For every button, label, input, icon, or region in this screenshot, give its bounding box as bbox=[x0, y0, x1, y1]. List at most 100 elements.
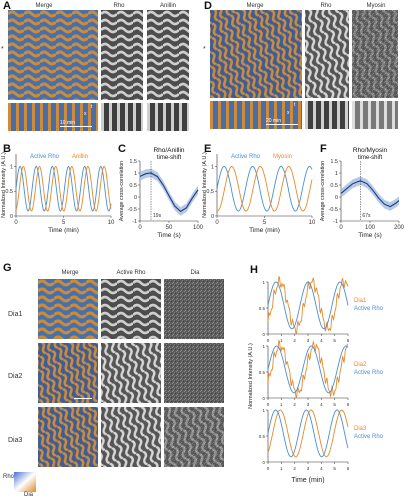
panel-d-scale-bar bbox=[266, 124, 298, 125]
chartH-sub1-y-tick-label: 0 bbox=[262, 396, 265, 401]
chartC-y-tick-label: 0.5 bbox=[129, 183, 137, 189]
panel-letter-h: H bbox=[250, 264, 258, 276]
chartH-sub0-x-tick-label: 2 bbox=[293, 338, 296, 343]
panel-a-col-rho: Rho bbox=[113, 3, 125, 9]
panel-a-scale-label: 10 min bbox=[60, 120, 76, 126]
chartH-sub1-y-tick-label: 1 bbox=[262, 344, 265, 349]
chartH-sub1-x-tick-label: 0 bbox=[267, 402, 270, 407]
chartH-sub0-legend-1: Active Rho bbox=[354, 306, 384, 312]
chartC-subtitle: time-shift bbox=[157, 155, 182, 161]
chartC-y-tick-label: 1 bbox=[134, 171, 137, 177]
chart-b-intensity: 0 5 10 0 0.5 1 Active Rho Anillin Time (min) Norm… bbox=[1, 152, 115, 234]
chartH-ylabel: Normalized Intensity (A.U.) bbox=[248, 343, 254, 409]
panel-a-rho-kymograph bbox=[101, 103, 143, 131]
chartH-sub0-series-1 bbox=[267, 281, 349, 330]
chartH-sub1-x-tick-label: 3 bbox=[307, 402, 310, 407]
chartH-sub1-x-tick-label: 6 bbox=[347, 402, 350, 407]
panel-d-kymo-t: t bbox=[294, 102, 296, 108]
chartH-sub0-x-tick-label: 4 bbox=[320, 338, 323, 343]
chartH-sub2-series-0 bbox=[267, 409, 349, 458]
panel-d-myosin-kymograph bbox=[352, 101, 398, 129]
colorbar-top-label: Rho bbox=[3, 474, 15, 480]
panel-a-scale-bar bbox=[60, 126, 92, 127]
panel-g-row-dia3: Dia3 bbox=[8, 437, 23, 444]
chartB-legend-1: Anillin bbox=[72, 154, 88, 160]
chartH-sub2-x-tick-label: 4 bbox=[320, 466, 323, 471]
panel-a-anillin-kymograph bbox=[147, 103, 189, 131]
chartE-legend-0: Active Rho bbox=[231, 154, 261, 160]
chartH-sub0-y-tick-label: 0 bbox=[262, 332, 265, 337]
chart-c-crosscorr: 0 50 100 -1 -0.5 0 0.5 1 1.5 19s Rho/Anillintime-s… bbox=[119, 147, 203, 239]
panel-a-kymo-t: t bbox=[91, 104, 93, 110]
colorbar-bottom-label: Dia bbox=[24, 492, 34, 498]
chartB-x-tick-label: 0 bbox=[14, 220, 18, 226]
chartE-x-tick-label: 10 bbox=[309, 220, 316, 226]
chartH-sub2-x-tick-label: 3 bbox=[307, 466, 310, 471]
panel-d-kymo-x: x bbox=[287, 110, 290, 116]
chartH-sub2-x-tick-label: 6 bbox=[347, 466, 350, 471]
chartE-y-tick-label: 0.5 bbox=[206, 189, 214, 195]
chartE-ylabel: Normalized Intensity (A.U.) bbox=[202, 152, 208, 218]
panel-g-col-active-rho: Active Rho bbox=[116, 270, 146, 276]
chartC-ylabel: Average cross-correlation bbox=[119, 161, 125, 221]
panel-g-dia1-rho bbox=[101, 279, 161, 339]
chart-e-intensity: 0 5 10 0 0.5 1 Active Rho Myosin Time (min) Norma… bbox=[202, 152, 316, 234]
chartB-y-tick-label: 1 bbox=[10, 164, 13, 170]
chartH-sub2-x-tick-label: 5 bbox=[333, 466, 336, 471]
chartH-sub1-x-tick-label: 1 bbox=[280, 402, 283, 407]
panel-d-col-myosin: Myosin bbox=[366, 3, 386, 9]
chartH-sub0-x-tick-label: 0 bbox=[267, 338, 270, 343]
chartE-x-tick-label: 5 bbox=[263, 220, 267, 226]
chartE-y-tick-label: 0 bbox=[211, 214, 214, 220]
panel-d-rho-image bbox=[305, 10, 349, 98]
panel-letter-g: G bbox=[3, 262, 12, 274]
chartC-y-tick-label: -0.5 bbox=[128, 207, 137, 213]
panel-d-scale-label: 20 min bbox=[266, 118, 282, 124]
chartH-sub1-x-tick-label: 4 bbox=[320, 402, 323, 407]
panel-d-myosin-image bbox=[352, 10, 398, 98]
chartC-y-tick-label: -1 bbox=[132, 219, 137, 225]
chartH-sub2-x-tick-label: 1 bbox=[280, 466, 283, 471]
chartF-title: Rho/Myosin bbox=[353, 147, 388, 154]
chartF-annotation: 67s bbox=[362, 213, 371, 219]
chartF-y-tick-label: 1.5 bbox=[330, 159, 338, 165]
chartH-sub2-x-tick-label: 0 bbox=[267, 466, 270, 471]
chartC-x-tick-label: 100 bbox=[193, 225, 203, 231]
chartF-xlabel: Time (s) bbox=[358, 232, 382, 239]
panel-letter-e: E bbox=[204, 143, 212, 155]
chartE-y-tick-label: 1 bbox=[211, 164, 214, 170]
panel-g-dia1-dia bbox=[164, 279, 224, 339]
chartC-x-tick-label: 50 bbox=[166, 225, 173, 231]
panel-a-col-merge: Merge bbox=[35, 3, 53, 9]
chartF-y-tick-label: -0.5 bbox=[329, 207, 338, 213]
chartH-sub0-series-0 bbox=[267, 276, 349, 335]
panel-g-scale-bar bbox=[74, 398, 92, 399]
panel-a-merge-image bbox=[8, 10, 98, 100]
chartF-x-tick-label: 200 bbox=[394, 225, 404, 231]
chartF-ylabel: Average cross-correlation bbox=[320, 161, 326, 221]
chartH-sub0-x-tick-label: 5 bbox=[333, 338, 336, 343]
panel-g-dia1-merge bbox=[38, 279, 98, 339]
panel-letter-a: A bbox=[3, 0, 11, 12]
chartH-sub2-series-1 bbox=[267, 409, 349, 458]
chartF-y-tick-label: 0.5 bbox=[330, 183, 338, 189]
panel-g-dia3-rho bbox=[101, 407, 161, 467]
chartB-ylabel: Normalized Intensity (A.U.) bbox=[1, 152, 7, 218]
chartB-y-tick-label: 0.5 bbox=[5, 189, 13, 195]
panel-d-merge-image bbox=[210, 10, 302, 98]
chartE-series-0 bbox=[216, 165, 313, 212]
chartH-xlabel: Time (min) bbox=[291, 477, 324, 484]
panel-g-row-dia1: Dia1 bbox=[8, 311, 23, 318]
panel-a-col-anillin: Anillin bbox=[159, 3, 177, 9]
panel-g-col-dia: Dia bbox=[190, 270, 200, 276]
chartF-mean-line bbox=[340, 180, 400, 208]
panel-letter-b: B bbox=[3, 143, 11, 155]
panel-g-dia3-dia bbox=[164, 407, 224, 467]
chartC-xlabel: Time (s) bbox=[157, 232, 181, 239]
chartH-sub2-legend-0: Dia3 bbox=[354, 426, 367, 432]
chartF-confidence-band bbox=[341, 176, 399, 211]
chartH-sub0-legend-0: Dia1 bbox=[354, 298, 367, 304]
chartC-x-tick-label: 0 bbox=[138, 225, 142, 231]
colorbar bbox=[14, 472, 36, 492]
